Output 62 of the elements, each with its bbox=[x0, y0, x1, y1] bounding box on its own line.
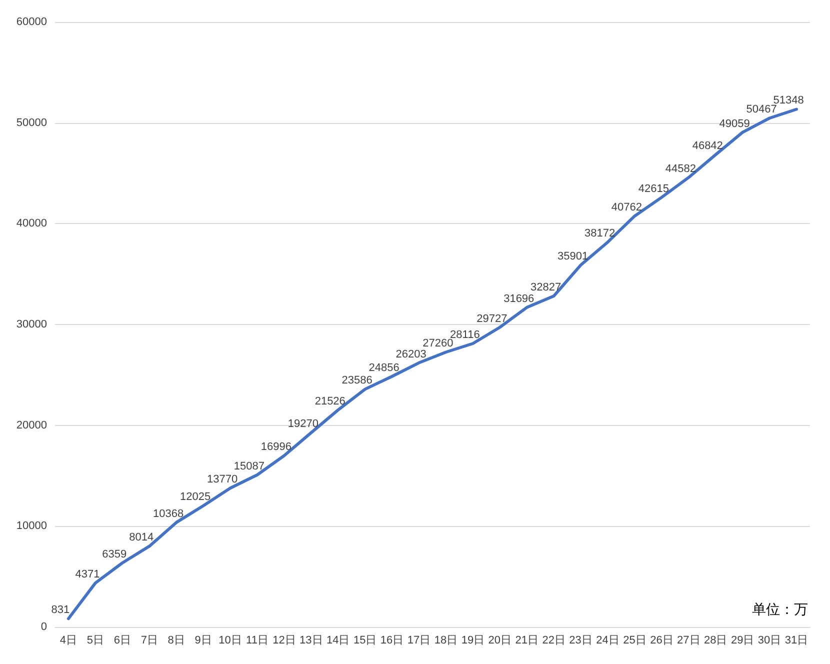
x-tick-label: 26日 bbox=[650, 634, 674, 646]
data-label: 40762 bbox=[611, 201, 642, 214]
x-tick-label: 29日 bbox=[730, 634, 754, 646]
x-tick-label: 8日 bbox=[168, 634, 185, 646]
x-tick-label: 17日 bbox=[407, 634, 431, 646]
data-label: 49059 bbox=[719, 118, 750, 130]
y-tick-label: 50000 bbox=[16, 116, 47, 129]
y-tick-label: 60000 bbox=[16, 16, 47, 28]
data-label: 21526 bbox=[314, 395, 346, 408]
data-label: 8014 bbox=[129, 532, 154, 544]
data-label: 32827 bbox=[530, 281, 562, 294]
data-label: 35901 bbox=[558, 250, 588, 262]
x-tick-label: 31日 bbox=[784, 634, 808, 646]
x-tick-label: 20日 bbox=[488, 634, 512, 646]
annotation: 单位：万 bbox=[752, 601, 808, 617]
x-tick-label: 15日 bbox=[353, 634, 377, 646]
data-label: 19270 bbox=[288, 418, 318, 430]
x-tick-label: 23日 bbox=[569, 634, 592, 646]
data-label: 15087 bbox=[234, 460, 265, 472]
data-label: 16996 bbox=[260, 441, 292, 454]
data-label: 831 bbox=[51, 604, 70, 616]
y-tick-label: 10000 bbox=[16, 520, 47, 532]
x-tick-label: 22日 bbox=[542, 634, 566, 646]
x-tick-label: 11日 bbox=[246, 634, 268, 646]
x-tick-label: 24日 bbox=[596, 634, 620, 646]
data-label: 23586 bbox=[342, 374, 372, 387]
y-tick-label: 40000 bbox=[16, 218, 47, 230]
x-tick-label: 21日 bbox=[515, 634, 538, 646]
x-tick-label: 25日 bbox=[623, 634, 646, 646]
data-label: 13770 bbox=[206, 474, 238, 486]
x-tick-label: 19日 bbox=[461, 634, 485, 646]
x-tick-label: 14日 bbox=[326, 634, 350, 646]
data-label: 46842 bbox=[692, 140, 723, 152]
data-label: 26203 bbox=[396, 348, 426, 360]
data-label: 50467 bbox=[746, 104, 777, 116]
data-label: 44582 bbox=[665, 162, 696, 175]
data-label: 6359 bbox=[102, 548, 127, 560]
y-tick-label: 30000 bbox=[16, 318, 47, 330]
data-label: 29727 bbox=[476, 312, 508, 325]
x-tick-label: 10日 bbox=[218, 634, 242, 646]
x-tick-label: 13日 bbox=[300, 634, 323, 646]
y-tick-label: 20000 bbox=[16, 419, 47, 432]
x-tick-label: 6日 bbox=[114, 634, 131, 646]
x-tick-label: 4日 bbox=[60, 634, 78, 646]
x-tick-label: 5日 bbox=[86, 634, 104, 646]
x-tick-label: 30日 bbox=[758, 634, 782, 646]
x-tick-label: 27日 bbox=[677, 634, 700, 646]
data-label: 42615 bbox=[638, 182, 669, 195]
y-tick-label: 0 bbox=[40, 621, 47, 633]
x-tick-label: 16日 bbox=[380, 634, 404, 646]
data-label: 10368 bbox=[153, 508, 184, 520]
data-label: 27260 bbox=[422, 338, 454, 350]
data-label: 38172 bbox=[584, 228, 616, 240]
x-tick-label: 7日 bbox=[140, 634, 158, 646]
data-label: 12025 bbox=[180, 491, 211, 504]
x-tick-label: 9日 bbox=[194, 634, 212, 646]
x-tick-label: 12日 bbox=[272, 634, 296, 646]
data-label: 31696 bbox=[504, 292, 534, 305]
x-tick-label: 18日 bbox=[434, 634, 458, 646]
data-label: 24856 bbox=[368, 362, 400, 374]
x-tick-label: 28日 bbox=[704, 634, 728, 646]
data-label: 4371 bbox=[75, 568, 100, 580]
